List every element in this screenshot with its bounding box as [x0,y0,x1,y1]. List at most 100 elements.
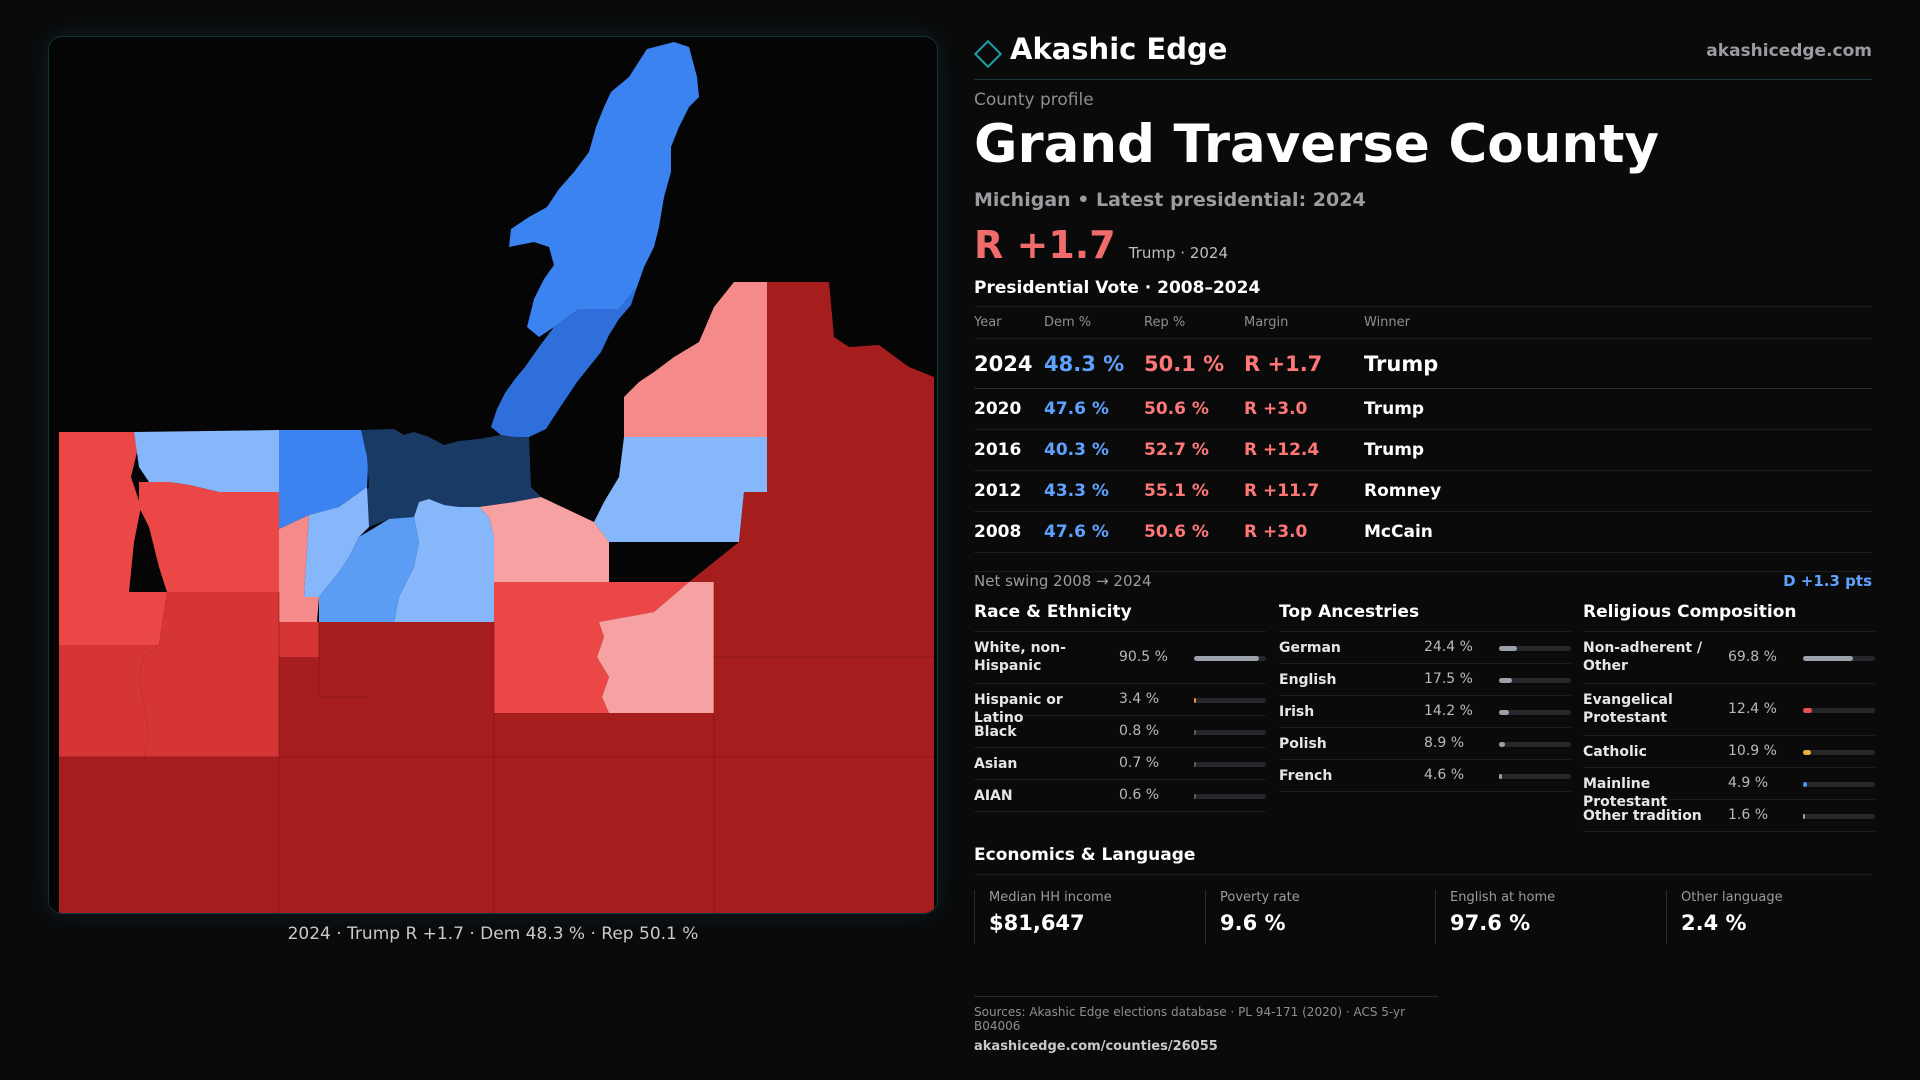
precinct-boundaries [59,582,934,913]
precinct-east-bay-mid[interactable] [494,622,609,713]
share-bar [1803,708,1875,713]
stat-other-language: Other language 2.4 % [1666,890,1876,944]
precinct-south-central-west[interactable] [279,752,494,914]
share-bar-fill [1194,794,1196,799]
row-margin: R +3.0 [1244,511,1364,553]
row-margin: R +3.0 [1244,388,1364,430]
precinct-old-mission-north[interactable] [509,42,699,337]
row-dem: 48.3 % [1044,338,1144,389]
header-winner: Winner [1364,306,1872,339]
brand-url-link[interactable]: akashicedge.com [1706,41,1872,61]
economics-title: Economics & Language [974,845,1872,875]
list-item: German 24.4 % [1279,632,1571,664]
share-bar-fill [1499,774,1503,779]
row-winner: Trump [1364,388,1872,430]
net-swing: Net swing 2008 → 2024 D +1.3 pts [974,571,1872,595]
share-bar-fill [1194,762,1196,767]
row-year: 2008 [974,511,1044,553]
list-item: Catholic 10.9 % [1583,736,1875,768]
religion-title: Religious Composition [1583,602,1875,632]
item-value: 69.8 % [1728,649,1777,665]
race-ethnicity-section: Race & Ethnicity White, non-Hispanic 90.5… [974,602,1266,812]
stat-value: 97.6 % [1450,911,1531,935]
precinct-old-mission-south[interactable] [491,287,637,437]
precinct-south-mid[interactable] [494,713,714,757]
share-bar [1194,794,1266,799]
share-bar-fill [1499,646,1517,651]
precinct-garfield-west[interactable] [279,430,369,529]
precinct-garfield-pink[interactable] [279,515,319,622]
item-label: Catholic [1583,744,1647,760]
precinct-central-light[interactable] [394,499,494,622]
precinct-long-lake[interactable] [139,482,279,592]
sources-footer: Sources: Akashic Edge elections database… [974,996,1438,1054]
precinct-blair[interactable] [139,592,319,757]
list-item: French 4.6 % [1279,760,1571,792]
ancestries-section: Top Ancestries German 24.4 % English 17.5 %… [1279,602,1571,792]
precinct-west-coast[interactable] [59,432,141,592]
item-label: French [1279,768,1333,784]
precinct-southeast[interactable] [714,657,934,914]
share-bar [1803,814,1875,819]
precinct-garfield-central[interactable] [304,487,369,597]
brand-header: Akashic Edge akashicedge.com [973,30,1872,80]
precinct-east-bay[interactable] [479,497,609,582]
page-kicker: County profile [974,90,1094,110]
item-label: AIAN [974,788,1013,804]
list-item: White, non-Hispanic 90.5 % [974,632,1266,684]
row-year: 2012 [974,470,1044,512]
brand-name: Akashic Edge [1010,32,1228,66]
row-year: 2016 [974,429,1044,471]
share-bar-fill [1194,730,1196,735]
share-bar-fill [1499,710,1510,715]
diamond-logo-icon [973,39,1003,69]
row-year: 2024 [974,338,1044,389]
stat-poverty-rate: Poverty rate 9.6 % [1205,890,1415,944]
precinct-southwest[interactable] [59,757,279,914]
county-map[interactable] [48,36,938,914]
row-rep: 50.6 % [1144,388,1244,430]
stat-median-income: Median HH income $81,647 [974,890,1184,944]
precinct-blair-west[interactable] [59,592,167,645]
page-title: Grand Traverse County [974,114,1659,175]
row-dem: 47.6 % [1044,511,1144,553]
item-value: 10.9 % [1728,743,1777,759]
row-margin: R +1.7 [1244,338,1364,389]
table-row: 2024 48.3 % 50.1 % R +1.7 Trump [974,338,1872,389]
precinct-whitewater-east[interactable] [689,282,934,657]
precinct-acme-north[interactable] [624,282,769,437]
item-value: 4.6 % [1424,767,1465,783]
item-label: Non-adherent / Other [1583,640,1703,674]
share-bar-fill [1194,698,1197,703]
precinct-long-lake-north[interactable] [134,430,279,492]
precinct-east-lowland[interactable] [594,437,767,542]
precinct-west-lower[interactable] [59,645,159,757]
precinct-south-central-east[interactable] [494,757,714,914]
precinct-green-lake[interactable] [279,622,494,752]
row-winner: Trump [1364,338,1872,389]
share-bar [1803,656,1875,661]
item-value: 4.9 % [1728,775,1769,791]
stat-value: 9.6 % [1220,911,1286,935]
share-bar-fill [1803,814,1805,819]
share-bar [1499,710,1571,715]
share-bar [1803,782,1875,787]
list-item: Polish 8.9 % [1279,728,1571,760]
item-label: Mainline Protestant [1583,776,1668,810]
precinct-traverse-city[interactable] [349,429,541,537]
vote-table-header: Year Dem % Rep % Margin Winner [974,306,1872,339]
share-bar-fill [1803,656,1854,661]
county-url-link[interactable]: akashicedge.com/counties/26055 [974,1039,1218,1054]
precinct-east-bay-south[interactable] [494,582,689,622]
share-bar [1194,656,1266,661]
share-bar-fill [1194,656,1260,661]
list-item: Hispanic or Latino 3.4 % [974,684,1266,726]
row-margin: R +11.7 [1244,470,1364,512]
precinct-east-bay-light[interactable] [597,582,714,713]
precinct-garfield-south[interactable] [319,517,419,622]
religion-section: Religious Composition Non-adherent / Oth… [1583,602,1875,832]
item-label: Black [974,724,1017,740]
table-row: 2016 40.3 % 52.7 % R +12.4 Trump [974,429,1872,471]
sources-text: Sources: Akashic Edge elections database… [974,1005,1406,1033]
row-year: 2020 [974,388,1044,430]
